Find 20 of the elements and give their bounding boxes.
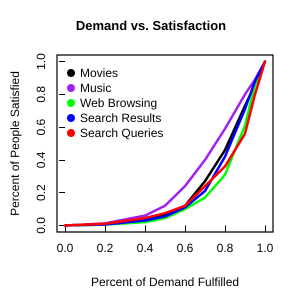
- legend-label: Movies: [80, 66, 118, 80]
- x-tick-label: 0.4: [136, 241, 154, 255]
- x-axis-title: Percent of Demand Fulfilled: [90, 275, 240, 289]
- x-tick-label: 0.6: [176, 241, 194, 255]
- y-tick-label: 0.0: [34, 216, 48, 234]
- y-tick-label: 0.4: [34, 151, 48, 168]
- legend-label: Search Queries: [80, 126, 164, 140]
- y-tick-label: 0.8: [34, 86, 48, 103]
- legend-label: Music: [80, 81, 112, 95]
- y-tick-label: 0.6: [34, 118, 48, 136]
- y-tick-label: 1.0: [34, 52, 48, 70]
- x-tick-label: 0.2: [96, 241, 114, 255]
- x-tick-label: 1.0: [256, 241, 274, 255]
- x-tick-label: 0.0: [56, 241, 74, 255]
- x-tick-label: 0.8: [216, 241, 234, 255]
- legend-label: Web Browsing: [80, 96, 158, 110]
- chart-title: Demand vs. Satisfaction: [76, 18, 226, 33]
- y-axis-title: Percent of People Satisfied: [8, 71, 22, 216]
- y-tick-label: 0.2: [34, 184, 48, 202]
- legend-label: Search Results: [80, 111, 162, 125]
